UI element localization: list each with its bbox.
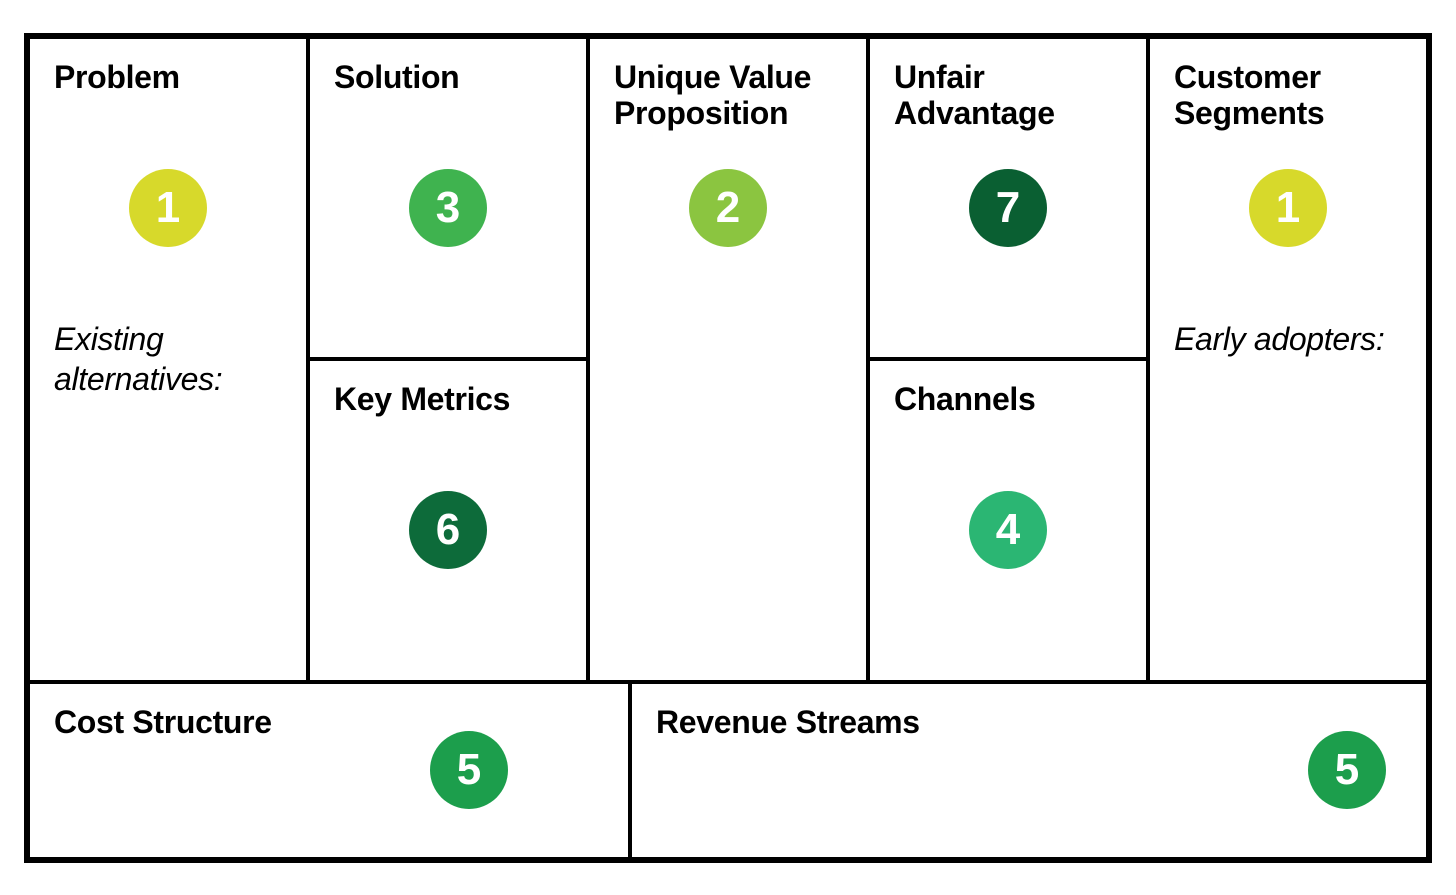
cell-revenue_streams: Revenue Streams 5 (630, 682, 1428, 859)
order-badge-number: 2 (716, 183, 740, 233)
order-badge-5: 5 (1308, 731, 1386, 809)
order-badge-4: 4 (969, 491, 1047, 569)
cell-title: Channels (894, 381, 1122, 418)
order-badge-number: 1 (156, 183, 180, 233)
order-badge-6: 6 (409, 491, 487, 569)
cell-channels: Channels 4 (868, 359, 1148, 682)
cell-subtitle: Existing alternatives: (54, 319, 282, 399)
cell-title: Cost Structure (54, 704, 604, 741)
cell-customer_segments: Customer Segments Early adopters: 1 (1148, 37, 1428, 682)
order-badge-number: 5 (1335, 745, 1359, 795)
cell-key_metrics: Key Metrics 6 (308, 359, 588, 682)
order-badge-number: 3 (436, 183, 460, 233)
cell-cost_structure: Cost Structure 5 (28, 682, 630, 859)
order-badge-1: 1 (1249, 169, 1327, 247)
order-badge-3: 3 (409, 169, 487, 247)
cell-title: Solution (334, 59, 562, 96)
cell-title: Unique Value Proposition (614, 59, 842, 133)
lean-canvas: Problem Existing alternatives: 1 Solution 3 K… (24, 33, 1432, 863)
order-badge-number: 6 (436, 505, 460, 555)
order-badge-1: 1 (129, 169, 207, 247)
order-badge-7: 7 (969, 169, 1047, 247)
cell-title: Problem (54, 59, 282, 96)
bottom-row: Cost Structure 5 Revenue Streams 5 (28, 682, 1428, 859)
cell-unfair_advantage: Unfair Advantage 7 (868, 37, 1148, 360)
cell-title: Unfair Advantage (894, 59, 1122, 133)
order-badge-number: 1 (1276, 183, 1300, 233)
cell-solution: Solution 3 (308, 37, 588, 360)
cell-title: Customer Segments (1174, 59, 1402, 133)
cell-uvp: Unique Value Proposition 2 (588, 37, 868, 682)
cell-title: Revenue Streams (656, 704, 1402, 741)
order-badge-number: 7 (996, 183, 1020, 233)
cell-title: Key Metrics (334, 381, 562, 418)
order-badge-2: 2 (689, 169, 767, 247)
order-badge-number: 5 (457, 745, 481, 795)
cell-subtitle: Early adopters: (1174, 319, 1402, 359)
order-badge-5: 5 (430, 731, 508, 809)
column-solution-keymetrics: Solution 3 Key Metrics 6 (308, 37, 588, 682)
order-badge-number: 4 (996, 505, 1020, 555)
cell-problem: Problem Existing alternatives: 1 (28, 37, 308, 682)
column-advantage-channels: Unfair Advantage 7 Channels 4 (868, 37, 1148, 682)
